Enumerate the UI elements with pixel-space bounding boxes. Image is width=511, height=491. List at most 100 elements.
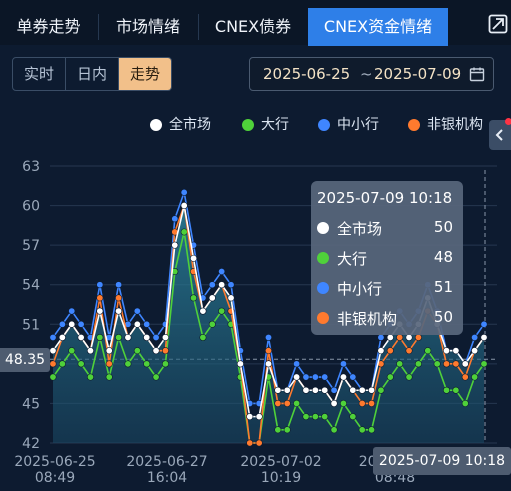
data-point-small-banks <box>471 333 479 341</box>
data-point-big-banks <box>293 399 301 407</box>
data-point-all-market <box>105 347 113 355</box>
y-tick-label: 54 <box>22 278 40 294</box>
data-point-all-market <box>264 360 272 368</box>
mode-trend-button[interactable]: 走势 <box>119 58 171 90</box>
tab-bar: 单券走势 市场情绪 CNEX债券 CNEX资金情绪 <box>0 0 511 46</box>
data-point-big-banks <box>377 386 385 394</box>
data-point-big-banks <box>143 360 151 368</box>
data-point-all-market <box>190 254 198 262</box>
y-tick-label: 57 <box>22 238 40 254</box>
tooltip-dot-icon <box>317 312 329 324</box>
tooltip-dot-icon <box>317 252 329 264</box>
data-point-big-banks <box>274 426 282 434</box>
data-point-big-banks <box>396 360 404 368</box>
data-point-all-market <box>302 386 310 394</box>
x-tick-time: 16:04 <box>147 470 187 486</box>
data-point-small-banks <box>180 188 188 196</box>
data-point-big-banks <box>330 426 338 434</box>
calendar-icon[interactable] <box>469 66 485 82</box>
x-tick-time: 10:19 <box>261 470 301 486</box>
crosshair-x-value: 2025-07-09 10:18 <box>373 447 511 475</box>
data-point-big-banks <box>283 426 291 434</box>
data-point-big-banks <box>133 347 141 355</box>
legend-dot-icon <box>242 119 254 131</box>
data-point-non-banks <box>386 347 394 355</box>
data-point-big-banks <box>208 320 216 328</box>
data-point-non-banks <box>443 360 451 368</box>
data-point-big-banks <box>105 373 113 381</box>
data-point-all-market <box>471 347 479 355</box>
tooltip-row-big-banks: 大行 48 <box>317 248 459 268</box>
data-point-all-market <box>349 386 357 394</box>
data-point-small-banks <box>68 307 76 315</box>
x-tick-time: 08:49 <box>35 470 75 486</box>
y-tick-label: 45 <box>22 396 40 412</box>
legend-dot-icon <box>150 119 162 131</box>
data-point-all-market <box>443 347 451 355</box>
data-point-small-banks <box>227 281 235 289</box>
data-point-all-market <box>358 386 366 394</box>
data-point-big-banks <box>86 373 94 381</box>
date-range-picker[interactable]: 2025-06-25 ~ 2025-07-09 <box>249 57 494 91</box>
data-point-big-banks <box>480 360 488 368</box>
tab-cnex-funding-sentiment[interactable]: CNEX资金情绪 <box>308 8 448 46</box>
tab-market-sentiment[interactable]: 市场情绪 <box>115 17 180 36</box>
mode-intraday-button[interactable]: 日内 <box>66 58 119 90</box>
collapse-panel-button[interactable] <box>489 120 511 150</box>
data-point-big-banks <box>349 413 357 421</box>
data-point-small-banks <box>133 307 141 315</box>
mode-realtime-button[interactable]: 实时 <box>13 58 66 90</box>
tooltip-row-all-market: 全市场 50 <box>317 218 459 238</box>
data-point-small-banks <box>49 333 57 341</box>
data-point-small-banks <box>96 281 104 289</box>
data-point-big-banks <box>443 386 451 394</box>
tab-cnex-bonds[interactable]: CNEX债券 <box>214 17 292 36</box>
data-point-big-banks <box>190 294 198 302</box>
data-point-non-banks <box>105 360 113 368</box>
x-tick-date: 2025-06-25 <box>14 454 95 470</box>
data-point-non-banks <box>414 333 422 341</box>
data-point-big-banks <box>58 360 66 368</box>
data-point-big-banks <box>77 360 85 368</box>
data-point-non-banks <box>452 360 460 368</box>
x-tick-date: 2025-06-27 <box>126 454 207 470</box>
data-point-all-market <box>199 307 207 315</box>
data-point-all-market <box>227 294 235 302</box>
chart-tooltip: 2025-07-09 10:18 全市场 50 大行 48 中小行 51 非银机构 50 <box>311 181 463 335</box>
data-point-all-market <box>246 413 254 421</box>
y-tick-label: 42 <box>22 436 40 452</box>
tab-bond-trend[interactable]: 单券走势 <box>16 17 81 36</box>
data-point-all-market <box>133 320 141 328</box>
data-point-non-banks <box>396 333 404 341</box>
data-point-all-market <box>208 294 216 302</box>
data-point-all-market <box>236 360 244 368</box>
data-point-all-market <box>461 360 469 368</box>
data-point-non-banks <box>96 294 104 302</box>
legend-dot-icon <box>318 119 330 131</box>
data-point-all-market <box>152 347 160 355</box>
data-point-big-banks <box>461 399 469 407</box>
data-point-non-banks <box>274 399 282 407</box>
data-point-all-market <box>339 373 347 381</box>
data-point-big-banks <box>199 333 207 341</box>
crosshair-y-value: 48.35 <box>0 348 50 372</box>
data-point-all-market <box>68 320 76 328</box>
data-point-small-banks <box>321 373 329 381</box>
data-point-all-market <box>386 333 394 341</box>
data-point-big-banks <box>452 386 460 394</box>
tooltip-title: 2025-07-09 10:18 <box>317 189 453 207</box>
data-point-small-banks <box>115 281 123 289</box>
expand-icon[interactable] <box>488 14 508 34</box>
data-point-all-market <box>311 386 319 394</box>
data-point-all-market <box>368 386 376 394</box>
data-point-all-market <box>405 333 413 341</box>
chevron-left-icon <box>495 129 503 141</box>
data-point-big-banks <box>471 373 479 381</box>
data-point-all-market <box>143 333 151 341</box>
data-point-all-market <box>377 347 385 355</box>
data-point-non-banks <box>161 347 169 355</box>
y-tick-label: 60 <box>22 199 40 215</box>
notification-dot <box>505 118 511 125</box>
data-point-non-banks <box>461 373 469 381</box>
data-point-small-banks <box>480 320 488 328</box>
